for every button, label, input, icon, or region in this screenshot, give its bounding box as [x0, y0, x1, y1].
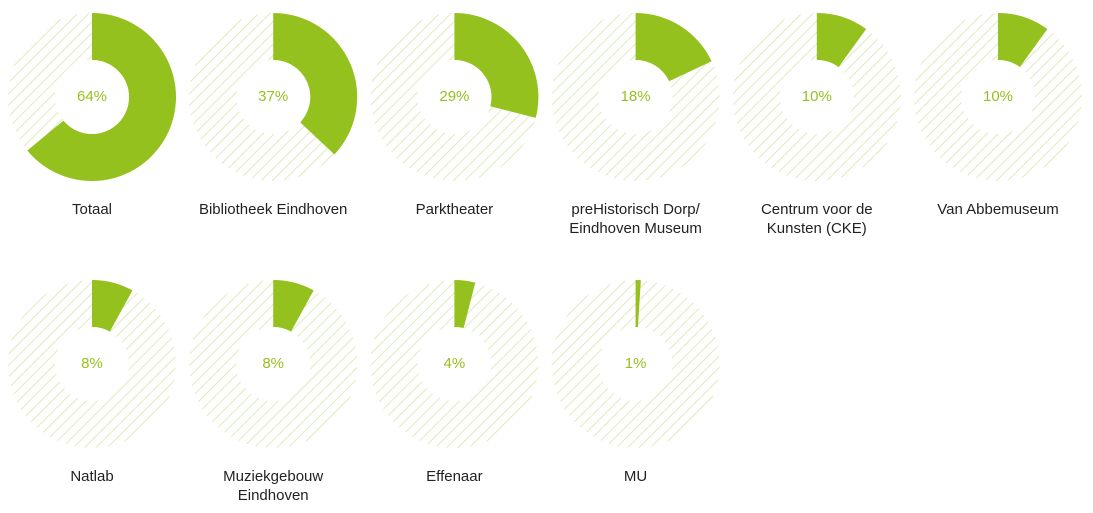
- chart-label: MU: [623, 468, 648, 485]
- chart-label: preHistorisch Dorp/ Eindhoven Museum: [569, 201, 702, 237]
- value-label: 10%: [983, 88, 1013, 105]
- donut-hole: [236, 60, 311, 134]
- value-label: 29%: [439, 88, 469, 105]
- donut-wedge: [273, 280, 314, 332]
- chart-label: Effenaar: [426, 468, 483, 485]
- donut-hole: [417, 60, 492, 134]
- value-label: 1%: [625, 355, 647, 372]
- value-label: 10%: [802, 88, 832, 105]
- donut-hole: [961, 60, 1035, 134]
- donut-hole: [598, 60, 673, 134]
- donut-wedge: [27, 13, 177, 181]
- value-label: 64%: [77, 88, 107, 105]
- donut-hole: [417, 327, 492, 401]
- value-label: 8%: [81, 355, 103, 372]
- value-label: 4%: [444, 355, 466, 372]
- donut-wedge: [273, 13, 358, 155]
- donut-wedge: [635, 280, 641, 328]
- donut-hole: [779, 60, 854, 134]
- chart-label: Muziekgebouw Eindhoven: [223, 468, 324, 504]
- donut-wedge: [92, 280, 133, 332]
- value-label: 8%: [262, 355, 284, 372]
- chart-label: Parktheater: [415, 201, 494, 218]
- value-label: 18%: [621, 88, 651, 105]
- donut-wedge: [998, 13, 1048, 68]
- donut-wedge: [454, 13, 539, 118]
- donut-hole: [55, 327, 129, 401]
- donut-hole: [236, 327, 311, 401]
- chart-label: Bibliotheek Eindhoven: [198, 201, 348, 218]
- value-label: 37%: [258, 88, 288, 105]
- chart-label: Totaal: [71, 201, 113, 218]
- chart-label: Natlab: [70, 468, 114, 485]
- donut-wedge: [454, 280, 476, 329]
- donut-hole: [55, 60, 129, 134]
- donut-hole: [598, 327, 673, 401]
- donut-wedge: [635, 13, 712, 82]
- chart-label: Centrum voor de Kunsten (CKE): [760, 201, 873, 237]
- donut-wedge: [816, 13, 867, 68]
- chart-label: Van Abbemuseum: [937, 201, 1059, 218]
